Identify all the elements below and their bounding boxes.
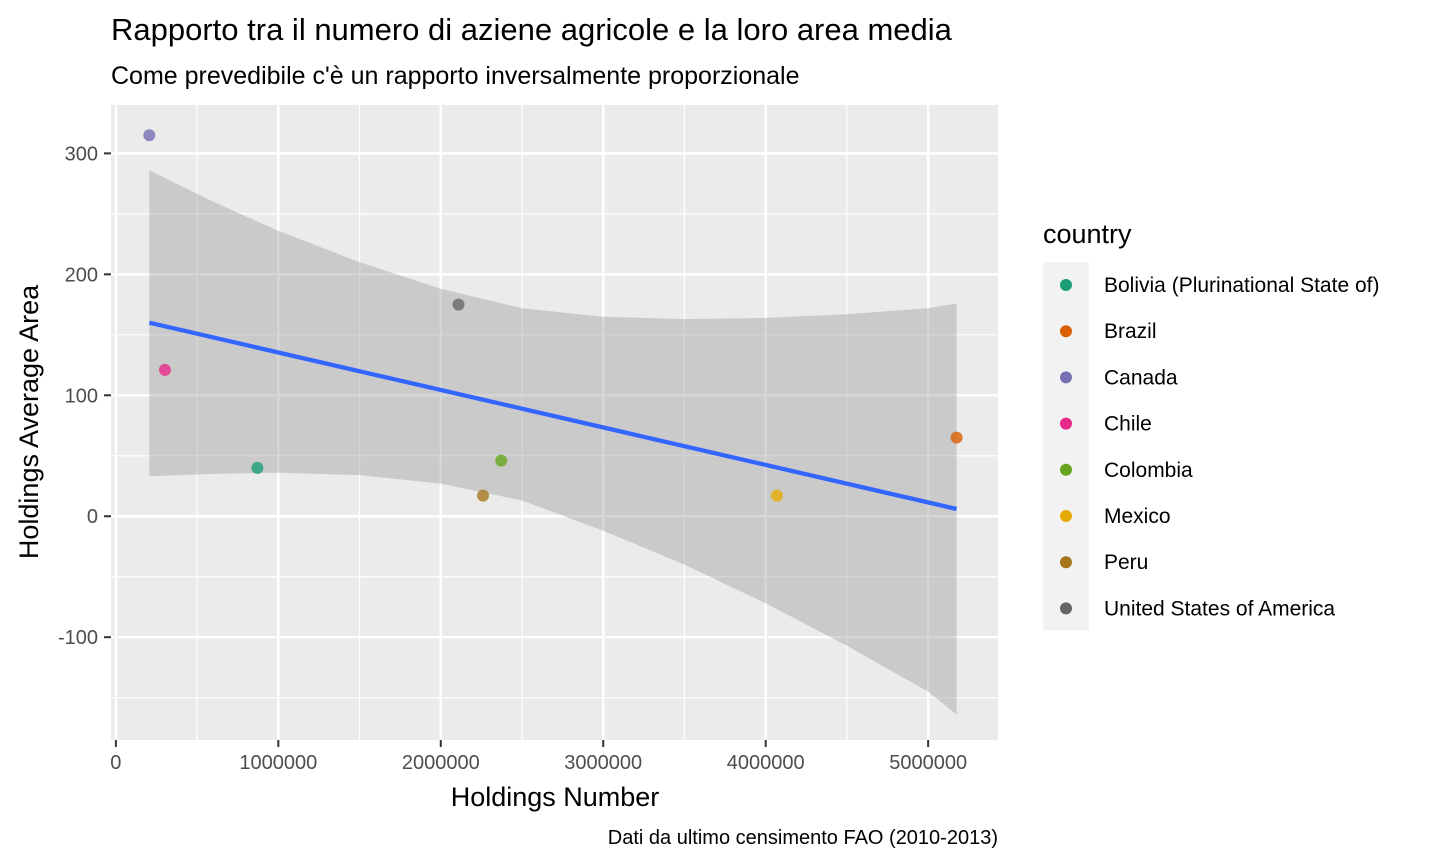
x-tick-label: 1000000 (239, 752, 317, 774)
y-axis: -100 0 100 200 300 (58, 143, 111, 649)
data-points (143, 129, 963, 502)
data-point (158, 363, 171, 376)
data-point (143, 129, 156, 142)
y-axis-title: Holdings Average Area (14, 284, 44, 559)
x-tick-label: 4000000 (727, 752, 805, 774)
data-point (950, 431, 963, 444)
legend-label: Bolivia (Plurinational State of) (1104, 274, 1379, 297)
x-tick-label: 5000000 (889, 752, 967, 774)
legend-key (1060, 463, 1072, 476)
legend-label: Colombia (1104, 459, 1193, 482)
legend-key (1060, 279, 1072, 291)
grid-major (111, 105, 998, 740)
legend-key (1060, 417, 1072, 430)
plot-panel (111, 105, 998, 740)
data-point (770, 489, 783, 502)
y-tick-label: 300 (65, 143, 98, 165)
legend-key (1060, 325, 1072, 338)
legend-label: Brazil (1104, 320, 1157, 343)
legend-label: Canada (1104, 366, 1178, 389)
chart-subtitle: Come prevedibile c'è un rapporto inversa… (111, 62, 800, 90)
data-point (452, 298, 465, 311)
legend: Bolivia (Plurinational State of) Brazil Ca… (1060, 274, 1379, 620)
regression-line-group (148, 320, 958, 512)
regression-line (148, 320, 958, 512)
x-tick-label: 3000000 (564, 752, 642, 774)
data-point (495, 454, 508, 467)
chart-caption: Dati da ultimo censimento FAO (2010-2013… (608, 827, 998, 849)
confidence-band-area (149, 170, 957, 715)
y-tick-label: 0 (87, 506, 98, 528)
legend-label: Chile (1104, 413, 1152, 436)
chart-title: Rapporto tra il numero di aziene agricol… (111, 12, 953, 47)
data-point (477, 489, 490, 502)
legend-key (1060, 602, 1072, 615)
x-tick-label: 0 (110, 752, 121, 774)
legend-key (1060, 510, 1072, 522)
legend-key-background (1043, 262, 1089, 630)
confidence-band (149, 170, 957, 715)
x-axis: 0 1000000 2000000 3000000 4000000 5000000 (110, 740, 967, 774)
legend-key (1060, 371, 1072, 384)
data-point (251, 461, 264, 474)
x-axis-title: Holdings Number (451, 782, 660, 812)
y-tick-label: 100 (65, 385, 98, 407)
y-tick-label: -100 (58, 627, 98, 649)
legend-label: Mexico (1104, 505, 1171, 528)
legend-title: country (1043, 219, 1132, 249)
legend-label: United States of America (1104, 597, 1335, 620)
legend-label: Peru (1104, 551, 1148, 574)
legend-key (1060, 556, 1072, 569)
grid-minor (111, 105, 998, 740)
y-tick-label: 200 (65, 264, 98, 286)
x-tick-label: 2000000 (402, 752, 480, 774)
